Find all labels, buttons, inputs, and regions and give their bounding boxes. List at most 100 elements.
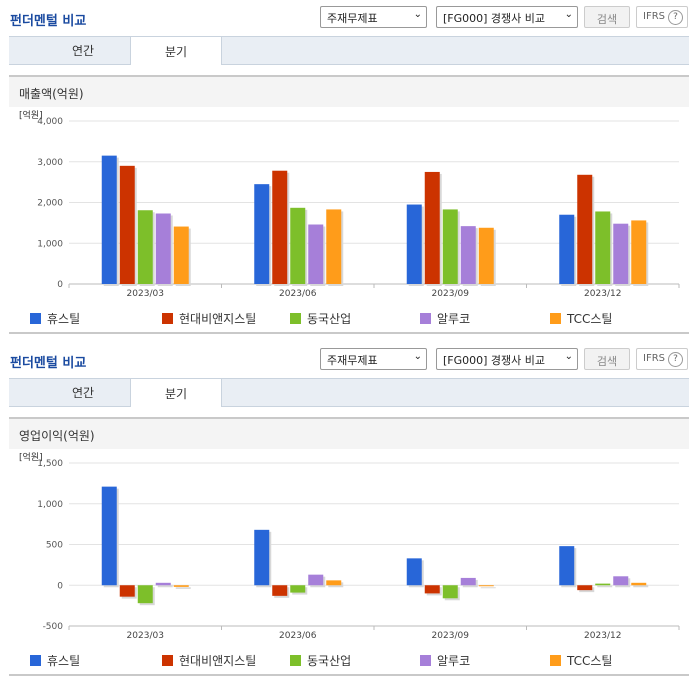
tab-annual[interactable]: 연간 [71, 44, 95, 58]
peer-compare-select[interactable]: [FG000] 경쟁사 비교 ⌄ [436, 348, 578, 370]
bar [460, 226, 476, 284]
bar [308, 224, 324, 284]
bar-shadow [157, 584, 173, 588]
divider [9, 674, 689, 676]
bar [613, 223, 629, 284]
ifrs-help-button[interactable]: IFRS ? [636, 348, 688, 370]
operating-profit-bar-chart: [억원] -500 0 500 1,000 1,500 2023/03 2023/06 2023… [19, 451, 680, 641]
report-type-value: 주재무제표 [327, 354, 378, 367]
help-icon: ? [668, 10, 683, 25]
y-unit-label: [억원] [19, 451, 43, 463]
bar-shadow [480, 587, 496, 589]
legend-swatch [290, 655, 301, 666]
section-header: 펀더멘털 비교 주재무제표 ⌄ [FG000] 경쟁사 비교 ⌄ 검색 IFRS… [0, 342, 696, 376]
legend-item[interactable]: TCC스틸 [550, 652, 612, 669]
bar [442, 585, 458, 599]
chart-legend: 휴스틸 현대비앤지스틸 동국산업 알루코 TCC스틸 [20, 310, 680, 326]
legend-swatch [420, 655, 431, 666]
legend-label: TCC스틸 [567, 654, 613, 668]
bar [101, 486, 117, 586]
bar [424, 585, 440, 594]
bar [559, 546, 575, 586]
legend-item[interactable]: 알루코 [420, 652, 470, 669]
section-title: 펀더멘털 비교 [10, 14, 87, 29]
legend-label: 알루코 [437, 654, 471, 668]
peer-compare-value: [FG000] 경쟁사 비교 [443, 12, 546, 25]
bar [478, 585, 494, 587]
bar [406, 558, 422, 586]
bar [595, 583, 611, 586]
legend-item[interactable]: 현대비앤지스틸 [162, 652, 256, 669]
legend-label: 휴스틸 [47, 654, 81, 668]
legend-swatch [162, 313, 173, 324]
legend-item[interactable]: 동국산업 [290, 310, 351, 327]
period-tabs: 연간 분기 [9, 378, 689, 407]
bar [577, 174, 593, 284]
chart-legend: 휴스틸 현대비앤지스틸 동국산업 알루코 TCC스틸 [20, 652, 680, 668]
legend-label: 동국산업 [307, 654, 352, 668]
bar [119, 585, 135, 597]
bar [559, 214, 575, 284]
bar [613, 576, 629, 586]
bar [442, 209, 458, 284]
metric-title: 영업이익(억원) [9, 419, 689, 449]
bar [101, 155, 117, 284]
y-tick-label: 3,000 [37, 158, 63, 168]
bar [155, 213, 171, 284]
y-unit-label: [억원] [19, 109, 43, 121]
legend-item[interactable]: 알루코 [420, 310, 470, 327]
legend-swatch [30, 313, 41, 324]
ifrs-help-button[interactable]: IFRS ? [636, 6, 688, 28]
x-tick-label: 2023/09 [432, 289, 470, 299]
tab-annual[interactable]: 연간 [71, 386, 95, 400]
bar-shadow [597, 585, 613, 588]
legend-item[interactable]: 현대비앤지스틸 [162, 310, 256, 327]
x-tick-label: 2023/03 [127, 289, 164, 299]
y-tick-label: 1,000 [37, 500, 63, 510]
report-type-select[interactable]: 주재무제표 ⌄ [320, 348, 427, 370]
chevron-down-icon: ⌄ [564, 9, 573, 20]
x-tick-label: 2023/09 [432, 631, 470, 641]
legend-label: 동국산업 [307, 312, 352, 326]
bar [119, 165, 135, 284]
chevron-down-icon: ⌄ [413, 351, 422, 362]
ifrs-label: IFRS [643, 353, 665, 364]
bar [272, 170, 288, 284]
revenue-bar-chart: [억원] 0 1,000 2,000 3,000 4,000 2023/03 2023/06 2… [19, 109, 680, 299]
bar [595, 211, 611, 284]
legend-item[interactable]: 동국산업 [290, 652, 351, 669]
report-type-select[interactable]: 주재무제표 ⌄ [320, 6, 427, 28]
ifrs-label: IFRS [643, 11, 665, 22]
y-tick-label: 2,000 [37, 199, 63, 209]
legend-swatch [162, 655, 173, 666]
legend-item[interactable]: 휴스틸 [30, 310, 80, 327]
search-button[interactable]: 검색 [584, 6, 630, 28]
bar [155, 582, 171, 586]
tab-quarterly[interactable]: 분기 [130, 378, 222, 407]
x-tick-label: 2023/06 [279, 631, 317, 641]
peer-compare-select[interactable]: [FG000] 경쟁사 비교 ⌄ [436, 6, 578, 28]
divider [9, 332, 689, 334]
y-tick-label: 4,000 [37, 117, 63, 127]
legend-item[interactable]: TCC스틸 [550, 310, 612, 327]
x-tick-label: 2023/03 [127, 631, 164, 641]
legend-swatch [550, 655, 561, 666]
bar [254, 184, 270, 284]
bar [406, 204, 422, 284]
legend-swatch [290, 313, 301, 324]
tab-quarterly[interactable]: 분기 [130, 36, 222, 65]
legend-item[interactable]: 휴스틸 [30, 652, 80, 669]
section-header: 펀더멘털 비교 주재무제표 ⌄ [FG000] 경쟁사 비교 ⌄ 검색 IFRS… [0, 0, 696, 34]
legend-label: 휴스틸 [47, 312, 81, 326]
search-button[interactable]: 검색 [584, 348, 630, 370]
bar [290, 207, 306, 284]
bar [173, 226, 189, 284]
fundamental-section-revenue: 펀더멘털 비교 주재무제표 ⌄ [FG000] 경쟁사 비교 ⌄ 검색 IFRS… [0, 0, 696, 340]
legend-label: 알루코 [437, 312, 471, 326]
chevron-down-icon: ⌄ [564, 351, 573, 362]
y-tick-label: 1,000 [37, 239, 63, 249]
legend-label: 현대비앤지스틸 [179, 312, 257, 326]
bar-shadow [175, 587, 191, 589]
y-tick-label: 0 [57, 280, 63, 290]
bar [326, 580, 342, 586]
